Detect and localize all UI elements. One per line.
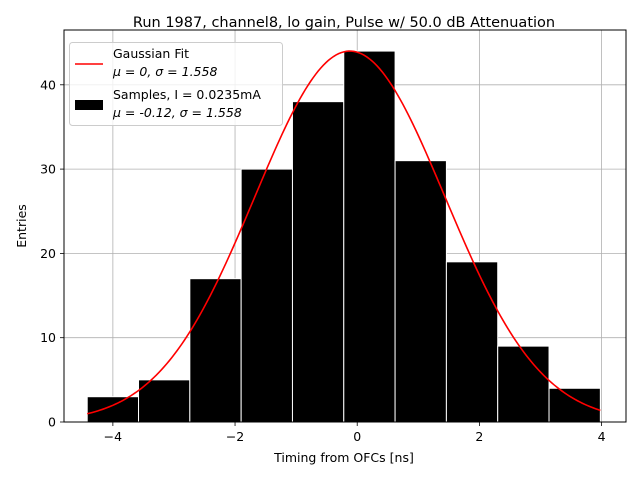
histogram-bar xyxy=(445,261,499,423)
legend-samples-swatch xyxy=(75,100,103,110)
plot-frame xyxy=(63,29,627,423)
gaussian-fit-layer xyxy=(87,50,601,415)
histogram-bar xyxy=(548,387,601,423)
legend-samples-name: Samples, I = 0.0235mA xyxy=(113,87,261,102)
x-tick-label: 0 xyxy=(353,429,361,444)
x-tick-label: 4 xyxy=(598,429,606,444)
gaussian-fit-curve xyxy=(87,50,601,415)
y-tick-label: 20 xyxy=(40,246,56,261)
histogram-bar xyxy=(189,278,242,423)
histogram-bar xyxy=(497,345,550,423)
histogram-bar xyxy=(86,396,140,423)
histogram-bar xyxy=(138,379,191,423)
histogram-bar xyxy=(343,50,396,423)
legend-frame xyxy=(69,42,283,126)
legend: Gaussian Fit μ = 0, σ = 1.558 Samples, I… xyxy=(69,42,283,126)
histogram-bar xyxy=(291,101,345,423)
y-axis-label: Entries xyxy=(14,204,29,248)
y-tick-label: 0 xyxy=(48,415,56,430)
x-tick-label: −2 xyxy=(226,429,244,444)
y-tick-label: 10 xyxy=(40,330,56,345)
chart-title: Run 1987, channel8, lo gain, Pulse w/ 50… xyxy=(133,15,555,31)
histogram-bars xyxy=(86,50,601,423)
y-tick-label: 40 xyxy=(40,77,56,92)
x-tick-label: −4 xyxy=(104,429,122,444)
legend-fit-stats: μ = 0, σ = 1.558 xyxy=(112,64,217,79)
x-tick-label: 2 xyxy=(475,429,483,444)
histogram-bar xyxy=(240,168,293,423)
x-axis-label: Timing from OFCs [ns] xyxy=(273,450,414,465)
legend-fit-name: Gaussian Fit xyxy=(113,46,189,61)
histogram-bar xyxy=(394,160,447,423)
legend-samples-stats: μ = -0.12, σ = 1.558 xyxy=(112,105,242,120)
y-tick-label: 30 xyxy=(40,162,56,177)
